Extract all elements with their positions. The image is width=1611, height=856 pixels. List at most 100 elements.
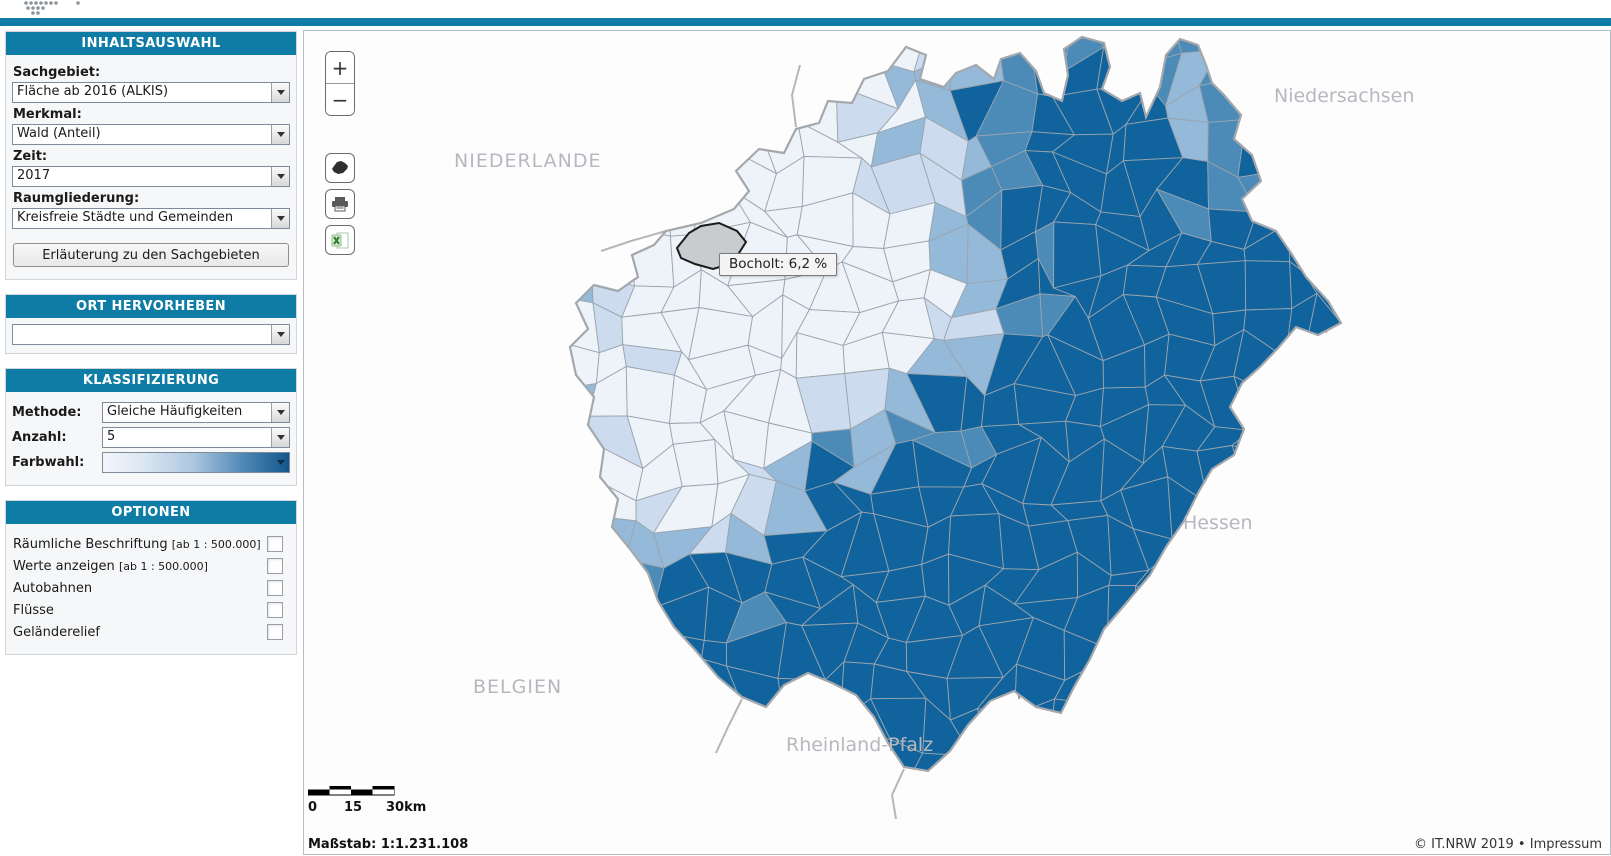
municipality-polygon[interactable]	[1322, 529, 1361, 578]
municipality-polygon[interactable]	[1330, 659, 1345, 711]
municipality-polygon[interactable]	[575, 637, 607, 686]
municipality-polygon[interactable]	[1275, 424, 1311, 465]
municipality-polygon[interactable]	[1311, 148, 1346, 217]
municipality-polygon[interactable]	[658, 115, 720, 161]
municipality-polygon[interactable]	[581, 707, 630, 757]
municipality-polygon[interactable]	[1180, 670, 1216, 710]
municipality-polygon[interactable]	[669, 151, 721, 207]
municipality-polygon[interactable]	[1280, 489, 1324, 531]
municipality-polygon[interactable]	[1196, 618, 1245, 672]
municipality-polygon[interactable]	[585, 516, 637, 560]
municipality-polygon[interactable]	[546, 477, 599, 518]
municipality-polygon[interactable]	[525, 442, 558, 491]
municipality-polygon[interactable]	[656, 658, 703, 713]
municipality-polygon[interactable]	[1352, 773, 1398, 817]
municipality-polygon[interactable]	[913, 31, 969, 73]
municipality-polygon[interactable]	[982, 31, 1041, 53]
print-button[interactable]	[325, 189, 355, 219]
municipality-polygon[interactable]	[591, 225, 636, 287]
municipality-polygon[interactable]	[533, 193, 569, 247]
municipality-polygon[interactable]	[1309, 371, 1364, 432]
municipality-polygon[interactable]	[1196, 444, 1252, 505]
municipality-polygon[interactable]	[1181, 700, 1216, 758]
municipality-polygon[interactable]	[1270, 562, 1333, 600]
municipality-polygon[interactable]	[511, 735, 568, 777]
municipality-polygon[interactable]	[626, 114, 673, 161]
checkbox-werte-anzeigen[interactable]	[267, 558, 283, 574]
zoom-out-button[interactable]: −	[326, 83, 354, 115]
municipality-polygon[interactable]	[1096, 767, 1137, 823]
municipality-polygon[interactable]	[976, 708, 1041, 749]
municipality-polygon[interactable]	[688, 787, 733, 823]
checkbox-gelaenderelief[interactable]	[267, 624, 283, 640]
municipality-polygon[interactable]	[1338, 576, 1396, 604]
municipality-polygon[interactable]	[511, 774, 566, 820]
municipality-polygon[interactable]	[808, 767, 864, 810]
municipality-polygon[interactable]	[1308, 729, 1357, 778]
municipality-polygon[interactable]	[635, 31, 680, 48]
municipality-polygon[interactable]	[531, 31, 563, 72]
select-anzahl[interactable]: 5	[102, 427, 290, 448]
select-merkmal[interactable]: Wald (Anteil)	[12, 124, 290, 145]
select-ort[interactable]	[12, 324, 290, 345]
select-farbwahl-dropdown-button[interactable]	[272, 453, 289, 472]
municipality-polygon[interactable]	[1181, 728, 1220, 777]
municipality-polygon[interactable]	[1311, 127, 1362, 165]
municipality-polygon[interactable]	[714, 31, 743, 67]
municipality-polygon[interactable]	[1343, 128, 1402, 178]
municipality-polygon[interactable]	[1193, 708, 1261, 757]
municipality-polygon[interactable]	[763, 31, 818, 56]
municipality-polygon[interactable]	[946, 776, 998, 801]
municipality-polygon[interactable]	[1276, 356, 1312, 399]
municipality-polygon[interactable]	[687, 727, 734, 788]
municipality-polygon[interactable]	[628, 44, 676, 86]
municipality-polygon[interactable]	[527, 618, 577, 683]
municipality-polygon[interactable]	[615, 188, 671, 237]
municipality-polygon[interactable]	[1193, 735, 1250, 776]
municipality-polygon[interactable]	[1207, 659, 1261, 712]
municipality-polygon[interactable]	[625, 365, 675, 425]
municipality-polygon[interactable]	[1308, 701, 1344, 757]
municipality-polygon[interactable]	[591, 582, 643, 640]
municipality-polygon[interactable]	[1174, 546, 1208, 606]
municipality-polygon[interactable]	[581, 745, 630, 773]
municipality-polygon[interactable]	[1088, 702, 1139, 736]
municipality-polygon[interactable]	[1343, 538, 1395, 577]
municipality-polygon[interactable]	[1266, 689, 1332, 745]
municipality-polygon[interactable]	[638, 623, 681, 676]
select-anzahl-dropdown-button[interactable]	[271, 428, 289, 447]
municipality-polygon[interactable]	[519, 76, 571, 144]
municipality-polygon[interactable]	[1237, 588, 1276, 620]
municipality-polygon[interactable]	[1343, 303, 1396, 356]
municipality-polygon[interactable]	[1281, 190, 1324, 242]
municipality-polygon[interactable]	[1198, 78, 1247, 123]
municipality-polygon[interactable]	[1240, 688, 1280, 744]
municipality-polygon[interactable]	[1048, 734, 1100, 769]
municipality-polygon[interactable]	[615, 724, 676, 773]
excel-export-button[interactable]	[325, 225, 355, 255]
municipality-polygon[interactable]	[801, 45, 843, 92]
municipality-polygon[interactable]	[616, 772, 677, 822]
municipality-polygon[interactable]	[1196, 593, 1259, 629]
municipality-polygon[interactable]	[516, 391, 555, 431]
municipality-polygon[interactable]	[1039, 733, 1065, 768]
municipality-polygon[interactable]	[1198, 552, 1258, 611]
municipality-polygon[interactable]	[585, 553, 643, 598]
municipality-polygon[interactable]	[1243, 658, 1269, 713]
municipality-polygon[interactable]	[656, 697, 721, 730]
nrw-choropleth-map[interactable]	[304, 31, 1610, 854]
municipality-polygon[interactable]	[1252, 565, 1278, 612]
municipality-polygon[interactable]	[1303, 233, 1352, 279]
municipality-polygon[interactable]	[950, 31, 1001, 56]
municipality-polygon[interactable]	[549, 93, 603, 141]
municipality-polygon[interactable]	[1135, 584, 1176, 649]
municipality-polygon[interactable]	[1267, 761, 1318, 806]
municipality-polygon[interactable]	[1281, 31, 1328, 55]
municipality-polygon[interactable]	[1306, 462, 1361, 491]
municipality-polygon[interactable]	[524, 242, 559, 275]
municipality-polygon[interactable]	[1241, 735, 1296, 771]
municipality-polygon[interactable]	[1343, 278, 1393, 325]
municipality-polygon[interactable]	[1236, 618, 1276, 674]
municipality-polygon[interactable]	[777, 677, 827, 709]
municipality-polygon[interactable]	[1353, 481, 1395, 541]
